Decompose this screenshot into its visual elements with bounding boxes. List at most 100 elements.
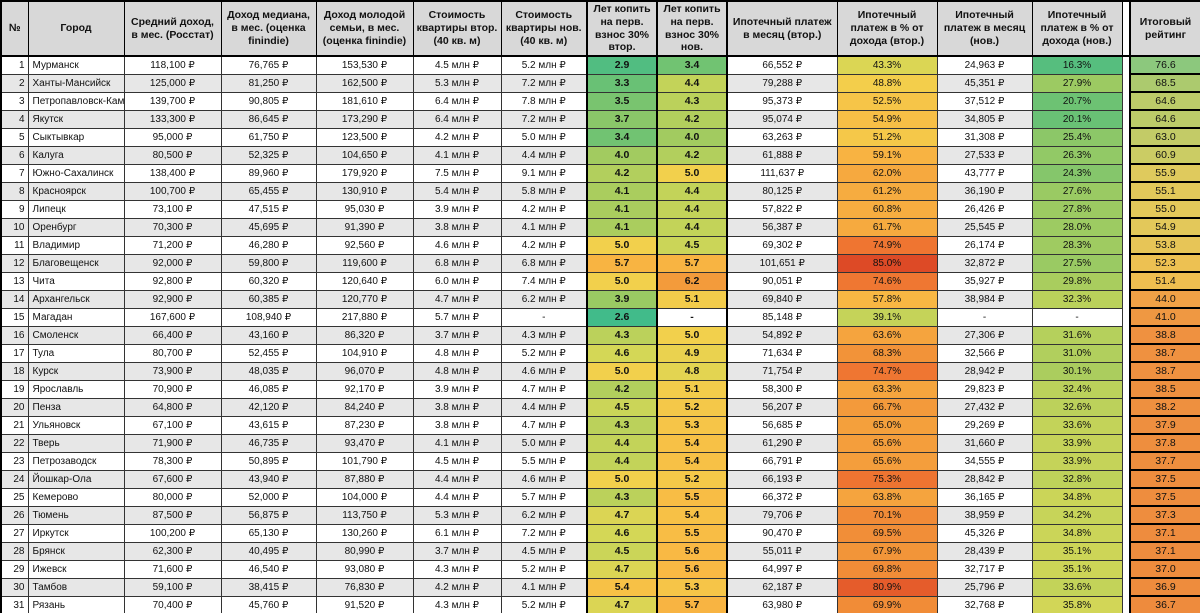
cell-city[interactable]: Ижевск	[27, 559, 125, 579]
cell-income_family[interactable]: 104,650 ₽	[315, 145, 414, 165]
cell-rating[interactable]: 37.3	[1129, 505, 1200, 526]
cell-price_new[interactable]: 5.2 млн ₽	[500, 343, 588, 363]
cell-pay_sec[interactable]: 56,685 ₽	[726, 415, 838, 435]
cell-years_sec[interactable]: 4.3	[586, 487, 658, 507]
cell-price_sec[interactable]: 3.7 млн ₽	[412, 541, 502, 561]
cell-income_median[interactable]: 65,455 ₽	[220, 181, 317, 201]
cell-num[interactable]: 1	[0, 55, 29, 75]
cell-income_family[interactable]: 84,240 ₽	[315, 397, 414, 417]
cell-income_avg[interactable]: 100,700 ₽	[123, 181, 222, 201]
cell-pay_sec[interactable]: 71,634 ₽	[726, 343, 838, 363]
cell-price_sec[interactable]: 3.8 млн ₽	[412, 397, 502, 417]
cell-price_sec[interactable]: 3.9 млн ₽	[412, 199, 502, 219]
cell-income_family[interactable]: 130,910 ₽	[315, 181, 414, 201]
cell-pct_new[interactable]: 25.4%	[1031, 127, 1123, 147]
cell-income_avg[interactable]: 100,200 ₽	[123, 523, 222, 543]
cell-price_sec[interactable]: 4.1 млн ₽	[412, 145, 502, 165]
cell-income_family[interactable]: 123,500 ₽	[315, 127, 414, 147]
cell-years_sec[interactable]: 5.0	[586, 235, 658, 255]
header-cell-income_family[interactable]: Доход молодой семьи, в мес. (оценка fini…	[315, 0, 414, 57]
cell-years_sec[interactable]: 4.5	[586, 397, 658, 417]
cell-years_sec[interactable]: 4.1	[586, 199, 658, 219]
cell-years_sec[interactable]: 4.7	[586, 505, 658, 525]
cell-pay_new[interactable]: 27,306 ₽	[936, 325, 1033, 345]
cell-rating[interactable]: 36.7	[1129, 595, 1200, 613]
cell-income_family[interactable]: 93,470 ₽	[315, 433, 414, 453]
cell-price_sec[interactable]: 5.3 млн ₽	[412, 73, 502, 93]
cell-price_new[interactable]: 4.1 млн ₽	[500, 217, 588, 237]
cell-pct_sec[interactable]: 63.6%	[836, 325, 938, 345]
cell-years_sec[interactable]: 3.4	[586, 127, 658, 147]
cell-city[interactable]: Мурманск	[27, 55, 125, 75]
cell-city[interactable]: Тверь	[27, 433, 125, 453]
cell-years_sec[interactable]: 4.2	[586, 379, 658, 399]
cell-income_avg[interactable]: 87,500 ₽	[123, 505, 222, 525]
cell-income_median[interactable]: 81,250 ₽	[220, 73, 317, 93]
cell-income_median[interactable]: 43,615 ₽	[220, 415, 317, 435]
cell-income_avg[interactable]: 71,600 ₽	[123, 559, 222, 579]
cell-rating[interactable]: 51.4	[1129, 271, 1200, 292]
cell-years_sec[interactable]: 4.3	[586, 325, 658, 345]
cell-rating[interactable]: 38.7	[1129, 343, 1200, 364]
cell-city[interactable]: Якутск	[27, 109, 125, 129]
cell-num[interactable]: 14	[0, 289, 29, 309]
cell-pct_sec[interactable]: 54.9%	[836, 109, 938, 129]
cell-price_sec[interactable]: 6.4 млн ₽	[412, 91, 502, 111]
cell-income_family[interactable]: 120,770 ₽	[315, 289, 414, 309]
cell-income_family[interactable]: 113,750 ₽	[315, 505, 414, 525]
cell-income_avg[interactable]: 118,100 ₽	[123, 55, 222, 75]
cell-years_new[interactable]: 5.4	[656, 451, 728, 471]
cell-years_sec[interactable]: 5.0	[586, 271, 658, 291]
cell-pct_new[interactable]: 29.8%	[1031, 271, 1123, 291]
cell-rating[interactable]: 54.9	[1129, 217, 1200, 238]
cell-pct_sec[interactable]: 74.6%	[836, 271, 938, 291]
cell-city[interactable]: Кемерово	[27, 487, 125, 507]
cell-years_sec[interactable]: 3.7	[586, 109, 658, 129]
cell-price_new[interactable]: 5.8 млн ₽	[500, 181, 588, 201]
cell-price_new[interactable]: 5.5 млн ₽	[500, 451, 588, 471]
cell-price_sec[interactable]: 6.8 млн ₽	[412, 253, 502, 273]
cell-income_median[interactable]: 46,735 ₽	[220, 433, 317, 453]
cell-pct_new[interactable]: 27.5%	[1031, 253, 1123, 273]
cell-income_avg[interactable]: 66,400 ₽	[123, 325, 222, 345]
cell-rating[interactable]: 52.3	[1129, 253, 1200, 274]
cell-rating[interactable]: 38.5	[1129, 379, 1200, 400]
cell-years_sec[interactable]: 4.1	[586, 217, 658, 237]
cell-price_new[interactable]: 9.1 млн ₽	[500, 163, 588, 183]
cell-years_new[interactable]: 4.0	[656, 127, 728, 147]
cell-pay_sec[interactable]: 101,651 ₽	[726, 253, 838, 273]
cell-rating[interactable]: 55.0	[1129, 199, 1200, 220]
cell-pay_new[interactable]: 26,426 ₽	[936, 199, 1033, 219]
header-cell-price_new[interactable]: Стоимость квартиры нов. (40 кв. м)	[500, 0, 588, 57]
header-cell-pay_sec[interactable]: Ипотечный платеж в месяц (втор.)	[726, 0, 838, 57]
cell-pay_new[interactable]: 37,512 ₽	[936, 91, 1033, 111]
cell-pct_sec[interactable]: 43.3%	[836, 55, 938, 75]
cell-pct_sec[interactable]: 75.3%	[836, 469, 938, 489]
cell-pay_sec[interactable]: 95,074 ₽	[726, 109, 838, 129]
cell-price_sec[interactable]: 5.7 млн ₽	[412, 307, 502, 327]
cell-pay_new[interactable]: 34,805 ₽	[936, 109, 1033, 129]
cell-pay_new[interactable]: 34,555 ₽	[936, 451, 1033, 471]
cell-years_new[interactable]: 5.5	[656, 487, 728, 507]
cell-pct_sec[interactable]: 63.8%	[836, 487, 938, 507]
cell-city[interactable]: Йошкар-Ола	[27, 469, 125, 489]
cell-pct_sec[interactable]: 69.8%	[836, 559, 938, 579]
cell-years_sec[interactable]: 5.4	[586, 577, 658, 597]
cell-pct_sec[interactable]: 60.8%	[836, 199, 938, 219]
cell-income_avg[interactable]: 70,900 ₽	[123, 379, 222, 399]
cell-pay_new[interactable]: 28,842 ₽	[936, 469, 1033, 489]
cell-pct_new[interactable]: 27.9%	[1031, 73, 1123, 93]
cell-num[interactable]: 22	[0, 433, 29, 453]
cell-pct_new[interactable]: 20.1%	[1031, 109, 1123, 129]
cell-pay_sec[interactable]: 55,011 ₽	[726, 541, 838, 561]
cell-num[interactable]: 16	[0, 325, 29, 345]
header-cell-rating[interactable]: Итоговый рейтинг	[1129, 0, 1200, 58]
cell-income_median[interactable]: 48,035 ₽	[220, 361, 317, 381]
cell-income_family[interactable]: 96,070 ₽	[315, 361, 414, 381]
cell-years_new[interactable]: 5.4	[656, 433, 728, 453]
cell-rating[interactable]: 41.0	[1129, 307, 1200, 328]
cell-price_sec[interactable]: 4.4 млн ₽	[412, 469, 502, 489]
cell-price_new[interactable]: 4.4 млн ₽	[500, 397, 588, 417]
cell-pay_sec[interactable]: 56,387 ₽	[726, 217, 838, 237]
cell-years_sec[interactable]: 5.0	[586, 361, 658, 381]
